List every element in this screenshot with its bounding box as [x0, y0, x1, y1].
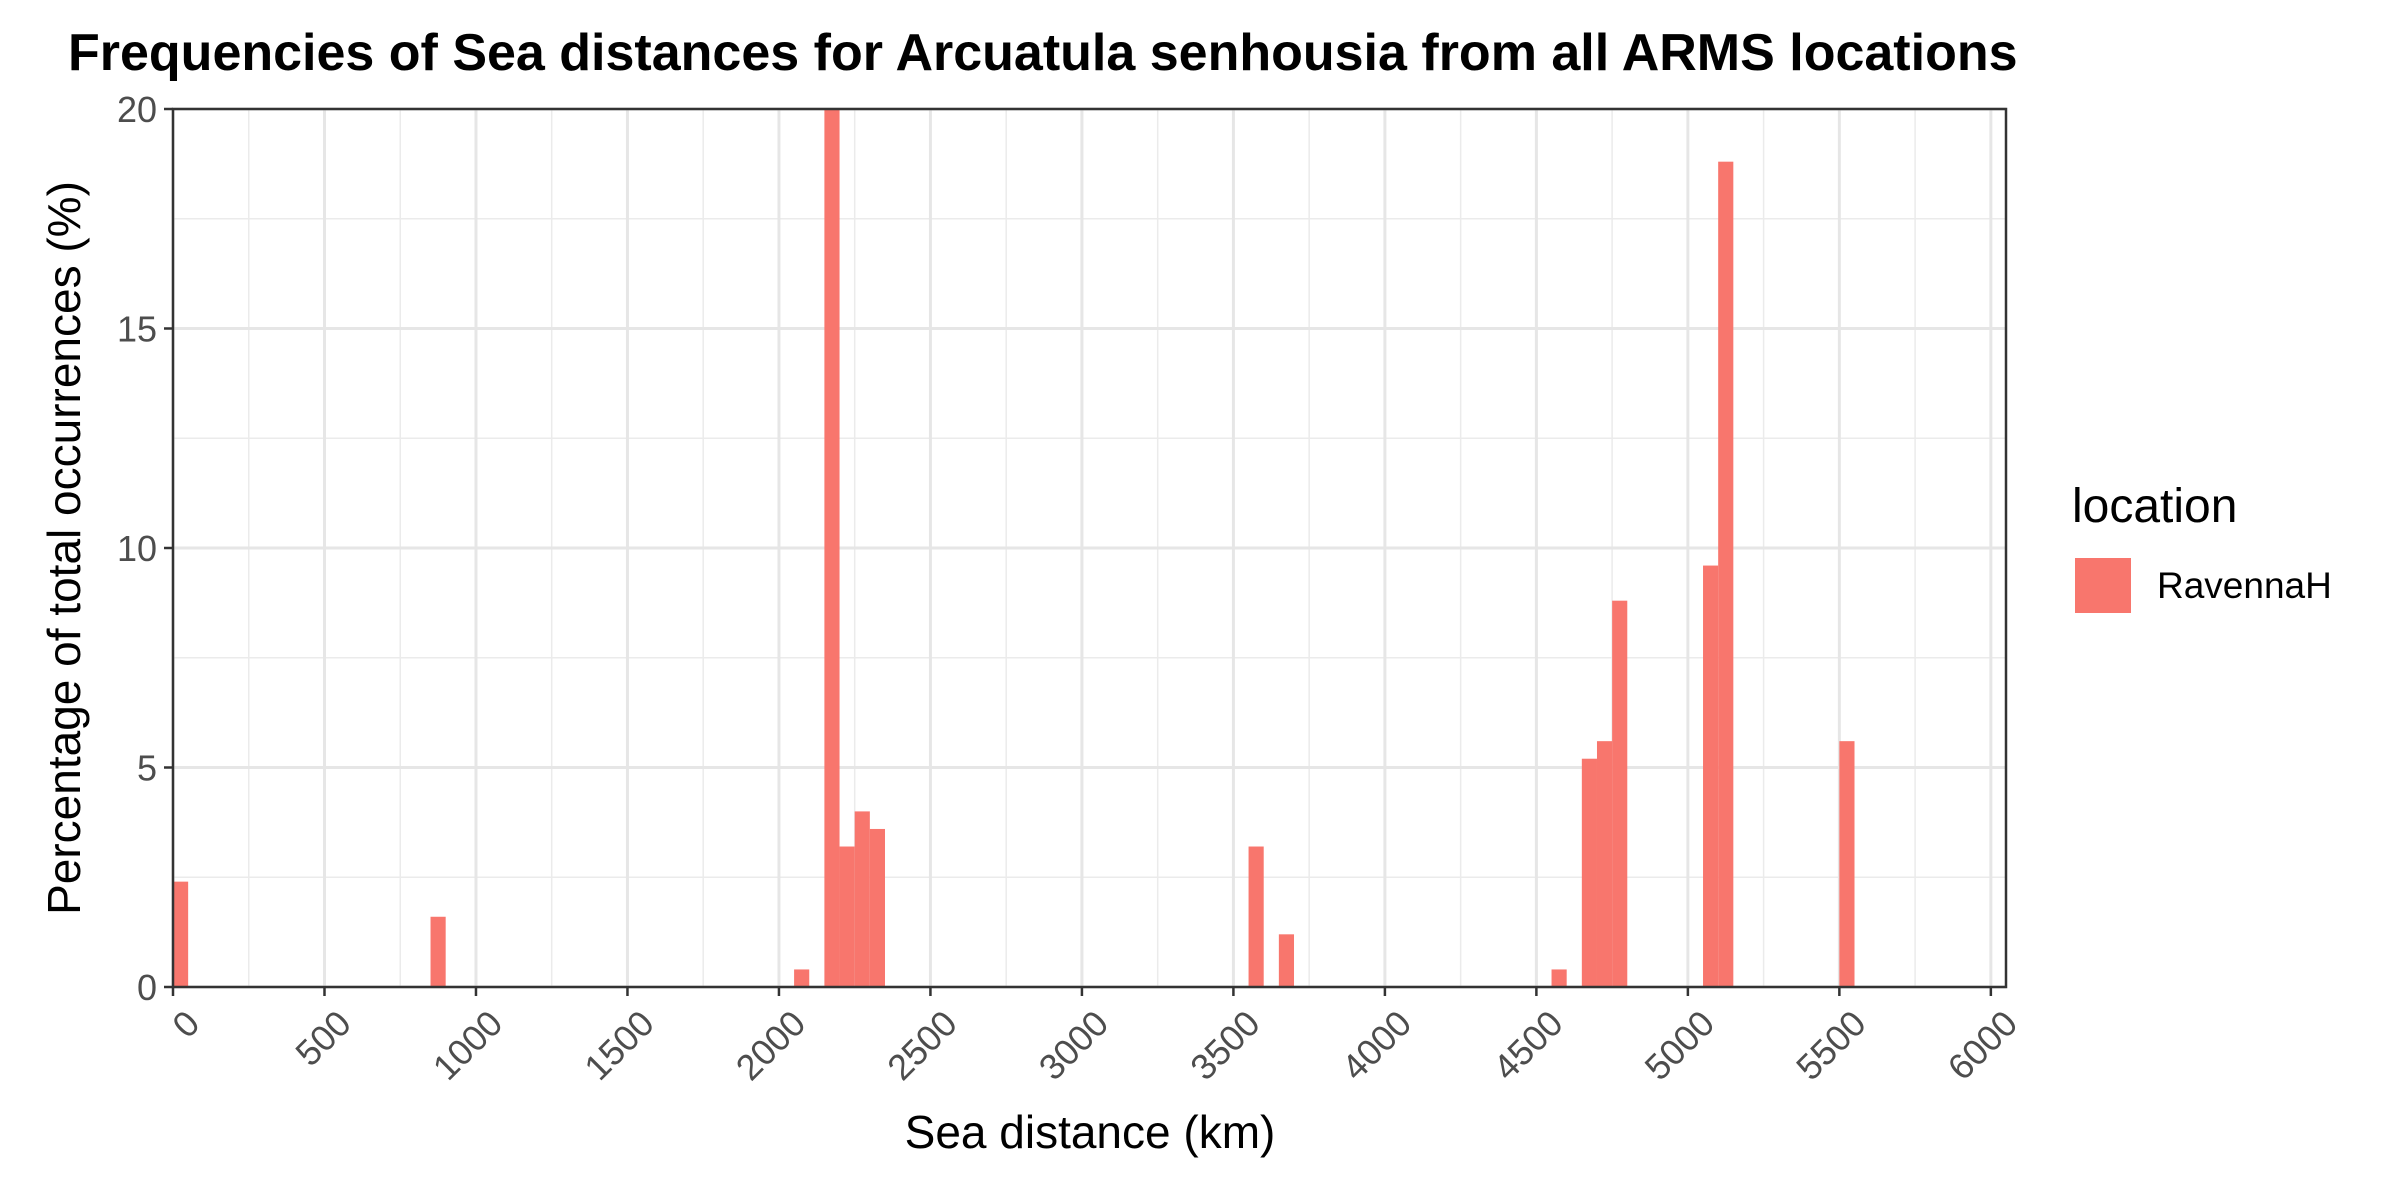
x-tick-label: 3000	[1031, 1002, 1117, 1088]
x-tick-label: 6000	[1940, 1002, 2026, 1088]
y-axis-title: Percentage of total occurrences (%)	[38, 181, 90, 915]
histogram-bar	[1278, 934, 1295, 987]
histogram-bar	[173, 881, 189, 987]
x-tick-label: 0	[164, 1002, 207, 1045]
y-tick-label: 20	[117, 89, 157, 130]
chart-title: Frequencies of Sea distances for Arcuatu…	[68, 24, 2018, 82]
x-tick-label: 3500	[1182, 1002, 1268, 1088]
y-tick-label: 0	[137, 967, 157, 1008]
histogram-bar	[1718, 161, 1734, 987]
x-tick-label: 500	[287, 1002, 358, 1073]
x-tick-label: 5000	[1637, 1002, 1723, 1088]
histogram-bar	[824, 109, 840, 987]
y-tick-label: 15	[117, 309, 157, 350]
legend-label-ravennah: RavennaH	[2157, 565, 2332, 606]
histogram-bar	[1596, 741, 1613, 987]
x-tick-label: 1000	[425, 1002, 511, 1088]
x-axis: 0 500 1000 1500 2000 2500 3000 3500 4000 4500 5000…	[164, 987, 2025, 1088]
x-tick-label: 2500	[879, 1002, 965, 1088]
x-tick-label: 4000	[1334, 1002, 1420, 1088]
x-tick-label: 5500	[1788, 1002, 1874, 1088]
histogram-bar	[1839, 741, 1855, 987]
histogram-bar	[1551, 969, 1567, 987]
histogram-bar	[430, 916, 446, 987]
x-tick-label: 1500	[576, 1002, 662, 1088]
y-tick-label: 5	[137, 748, 157, 789]
y-tick-label: 10	[117, 528, 157, 569]
bars	[173, 109, 1855, 987]
histogram-bar	[1703, 565, 1719, 987]
y-axis: 0 5 10 15 20	[117, 89, 173, 1008]
histogram-bar	[839, 846, 855, 987]
legend-key	[2075, 558, 2131, 613]
histogram-bar	[854, 811, 870, 987]
histogram-bar	[1581, 758, 1597, 987]
x-axis-title: Sea distance (km)	[905, 1106, 1276, 1158]
x-tick-label: 4500	[1485, 1002, 1571, 1088]
histogram-bar	[1612, 600, 1628, 987]
plot-area	[171, 107, 2008, 989]
histogram-bar	[1248, 846, 1264, 987]
legend: location RavennaH	[2072, 480, 2332, 613]
histogram-bar	[794, 969, 810, 987]
x-tick-label: 2000	[728, 1002, 814, 1088]
legend-title: location	[2072, 480, 2237, 533]
histogram-bar	[869, 828, 885, 987]
